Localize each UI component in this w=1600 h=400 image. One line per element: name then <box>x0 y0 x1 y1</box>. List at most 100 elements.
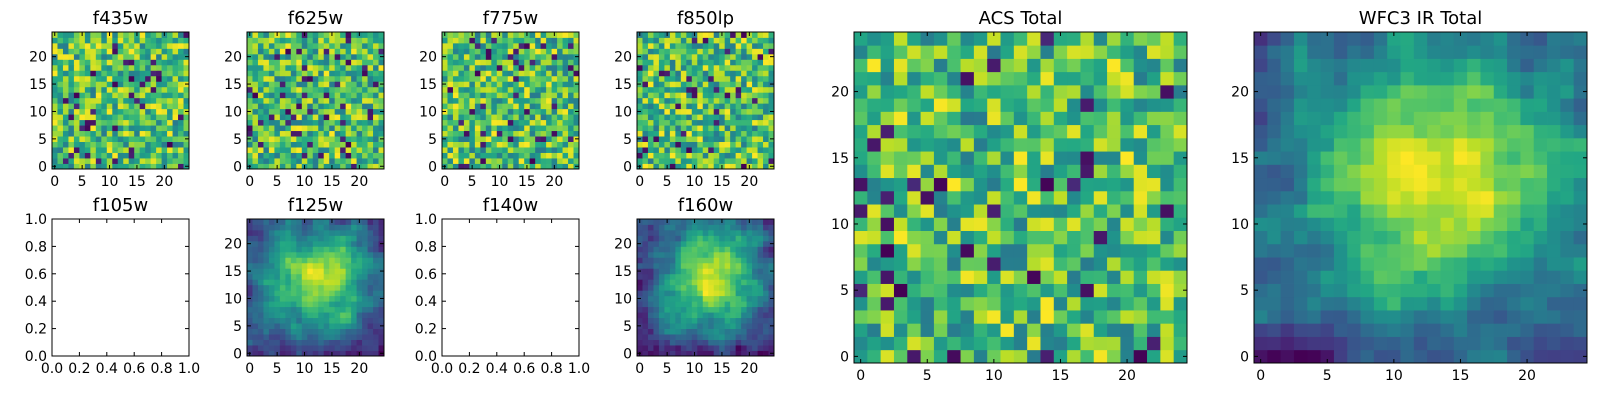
heatmap-cell <box>1147 310 1161 324</box>
heatmap-cell <box>741 306 747 313</box>
heatmap-cell <box>362 262 368 269</box>
heatmap-cell <box>1254 217 1268 231</box>
heatmap-cell <box>442 103 448 110</box>
heatmap-cell <box>112 70 119 77</box>
heatmap-cell <box>68 125 75 132</box>
heatmap-cell <box>340 339 347 346</box>
heatmap-cell <box>480 119 487 126</box>
heatmap-cell <box>84 147 91 153</box>
heatmap-cell <box>323 229 330 236</box>
heatmap-cell <box>474 64 481 71</box>
heatmap-cell <box>637 328 643 335</box>
heatmap-cell <box>680 323 687 329</box>
heatmap-cell <box>252 114 259 121</box>
heatmap-cell <box>568 119 574 126</box>
heatmap-cell <box>301 279 308 286</box>
heatmap-cell <box>1254 230 1268 245</box>
heatmap-cell <box>507 81 514 88</box>
heatmap-cell <box>1173 124 1188 139</box>
heatmap-cell <box>1067 336 1081 351</box>
heatmap-cell <box>378 125 385 132</box>
heatmap-cell <box>290 339 297 346</box>
heatmap-cell <box>713 345 720 351</box>
heatmap-cell <box>719 114 726 121</box>
heatmap-cell <box>686 114 693 121</box>
heatmap-cell <box>880 58 895 73</box>
heatmap-cell <box>724 257 731 264</box>
heatmap-cell <box>933 270 948 284</box>
heatmap-cell <box>172 147 179 153</box>
heatmap-cell <box>334 235 341 242</box>
heatmap-cell <box>664 268 671 275</box>
heatmap-cell <box>362 64 368 71</box>
heatmap-cell <box>551 59 558 66</box>
heatmap-cell <box>128 64 135 71</box>
heatmap-cell <box>1573 257 1588 271</box>
heatmap-cell <box>708 350 715 357</box>
heatmap-cell <box>1120 336 1135 351</box>
heatmap-cell <box>285 328 292 335</box>
heatmap-cell <box>973 164 988 179</box>
heatmap-cell <box>274 86 281 93</box>
heatmap-cell <box>1333 217 1348 231</box>
heatmap-cell <box>540 42 547 49</box>
heatmap-cell <box>301 306 308 313</box>
heatmap-cell <box>697 136 704 142</box>
heatmap-cell <box>296 114 303 121</box>
heatmap-cell <box>367 37 374 44</box>
heatmap-cell <box>730 328 737 335</box>
heatmap-cell <box>90 86 97 93</box>
heatmap-cell <box>183 75 190 82</box>
heatmap-cell <box>285 152 292 159</box>
heatmap-cell <box>562 141 569 148</box>
heatmap-cell <box>356 235 363 242</box>
heatmap-cell <box>150 141 157 148</box>
heatmap-cell <box>485 119 492 126</box>
heatmap-cell <box>334 279 341 286</box>
heatmap-cell <box>378 114 385 121</box>
heatmap-cell <box>274 97 281 104</box>
heatmap-cell <box>161 136 168 142</box>
heatmap-cell <box>134 48 141 55</box>
heatmap-cell <box>568 42 574 49</box>
heatmap-cell <box>68 53 75 60</box>
heatmap-cell <box>1147 257 1161 271</box>
heatmap-cell <box>867 45 882 59</box>
heatmap-cell <box>263 295 270 302</box>
heatmap-cell <box>518 37 525 44</box>
heatmap-cell <box>907 310 921 324</box>
heatmap-cell <box>708 158 715 164</box>
heatmap-cell <box>513 130 520 137</box>
heatmap-cell <box>307 219 314 225</box>
heatmap-cell <box>340 59 347 66</box>
heatmap-cell <box>702 284 709 291</box>
heatmap-cell <box>675 317 682 324</box>
heatmap-cell <box>128 75 135 82</box>
heatmap-cell <box>128 37 135 44</box>
heatmap-cell <box>713 312 720 319</box>
heatmap-cell <box>263 229 270 236</box>
heatmap-cell <box>318 81 325 88</box>
heatmap-cell <box>893 111 908 126</box>
heatmap-cell <box>161 158 168 164</box>
heatmap-cell <box>708 70 715 77</box>
heatmap-cell <box>691 81 698 88</box>
heatmap-cell <box>145 86 152 93</box>
heatmap-cell <box>329 290 336 297</box>
heatmap-cell <box>1573 349 1588 364</box>
heatmap-cell <box>987 84 1001 99</box>
heatmap-cell <box>960 137 975 152</box>
y-tick-label: 20 <box>614 237 632 253</box>
heatmap-cell <box>551 86 558 93</box>
heatmap-cell <box>351 317 357 324</box>
heatmap-cell <box>285 53 292 60</box>
heatmap-cell <box>474 92 481 99</box>
heatmap-cell <box>1373 270 1388 284</box>
heatmap-cell <box>307 125 314 132</box>
heatmap-cell <box>90 48 97 55</box>
heatmap-cell <box>933 323 948 337</box>
heatmap-cell <box>675 273 682 280</box>
heatmap-cell <box>1373 204 1388 218</box>
heatmap-cell <box>752 323 758 329</box>
heatmap-cell <box>301 141 308 148</box>
